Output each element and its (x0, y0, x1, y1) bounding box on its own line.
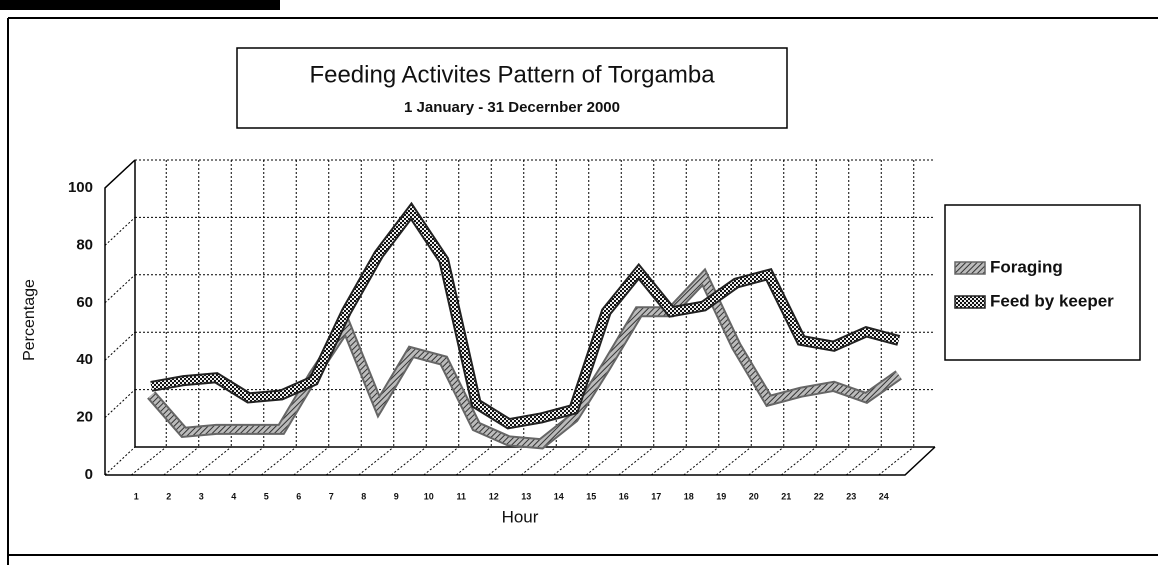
x-tick-label: 22 (814, 491, 824, 501)
grid-line (878, 446, 915, 476)
grid-line (585, 446, 622, 476)
back-wall (134, 160, 935, 448)
x-tick-label: 1 (134, 491, 139, 501)
legend-swatch (954, 295, 986, 309)
grid-line (520, 446, 557, 476)
series-line (148, 271, 901, 448)
y-tick-label: 40 (76, 351, 93, 368)
series-line (150, 205, 900, 428)
y-axis-label: Percentage (21, 279, 38, 361)
x-tick-label: 4 (231, 491, 236, 501)
x-tick-label: 19 (716, 491, 726, 501)
grid-line (650, 446, 687, 476)
x-tick-label: 11 (456, 491, 466, 501)
grid-line (325, 446, 362, 476)
legend-label: Foraging (990, 257, 1063, 276)
x-tick-label: 9 (394, 491, 399, 501)
grid-line (748, 446, 785, 476)
x-tick-label: 5 (264, 491, 269, 501)
x-tick-label: 7 (329, 491, 334, 501)
y-tick-label: 80 (76, 236, 93, 253)
x-tick-label: 13 (521, 491, 531, 501)
grid-line (780, 446, 817, 476)
grid-line (618, 446, 655, 476)
grid-line (104, 446, 136, 476)
y-tick-label: 60 (76, 294, 93, 311)
grid-line (104, 217, 136, 246)
grid-line (195, 446, 232, 476)
grid-line (163, 446, 200, 476)
chart-title: Feeding Activites Pattern of Torgamba (309, 61, 715, 88)
grid-line (104, 274, 136, 304)
x-tick-label: 24 (879, 491, 889, 501)
grid-line (488, 446, 525, 476)
title-box (236, 47, 788, 129)
x-tick-label: 17 (651, 491, 661, 501)
grid-line (423, 446, 460, 476)
x-tick-label: 12 (489, 491, 499, 501)
scan-bar (0, 0, 280, 10)
grid-line (104, 389, 136, 418)
grid-line (390, 446, 427, 476)
y-tick-label: 100 (68, 179, 93, 196)
x-tick-label: 6 (296, 491, 301, 501)
legend-swatch (954, 261, 986, 275)
y-tick-label: 0 (85, 466, 93, 483)
x-tick-label: 14 (554, 491, 564, 501)
grid-line (228, 446, 265, 476)
grid-line (358, 446, 395, 476)
x-tick-label: 18 (684, 491, 694, 501)
grid-line (130, 446, 167, 476)
grid-line (260, 446, 297, 476)
x-tick-label: 10 (424, 491, 434, 501)
x-tick-label: 3 (199, 491, 204, 501)
grid-line (455, 446, 492, 476)
legend-label: Feed by keeper (990, 291, 1114, 310)
x-tick-label: 20 (749, 491, 759, 501)
grid-line (683, 446, 720, 476)
x-tick-label: 16 (619, 491, 629, 501)
grid-line (293, 446, 330, 476)
grid-line (553, 446, 590, 476)
grid-line (715, 446, 752, 476)
chart-subtitle: 1 January - 31 Decernber 2000 (404, 99, 620, 116)
x-tick-label: 8 (361, 491, 366, 501)
grid-line (845, 446, 882, 476)
y-tick-label: 20 (76, 409, 93, 426)
x-axis-label: Hour (502, 507, 539, 526)
x-tick-label: 23 (846, 491, 856, 501)
x-tick-label: 21 (781, 491, 791, 501)
grid-line (813, 446, 850, 476)
x-tick-label: 2 (166, 491, 171, 501)
legend-box (944, 204, 1141, 361)
grid-line (104, 331, 136, 361)
grid-line (104, 159, 136, 189)
x-tick-label: 15 (586, 491, 596, 501)
